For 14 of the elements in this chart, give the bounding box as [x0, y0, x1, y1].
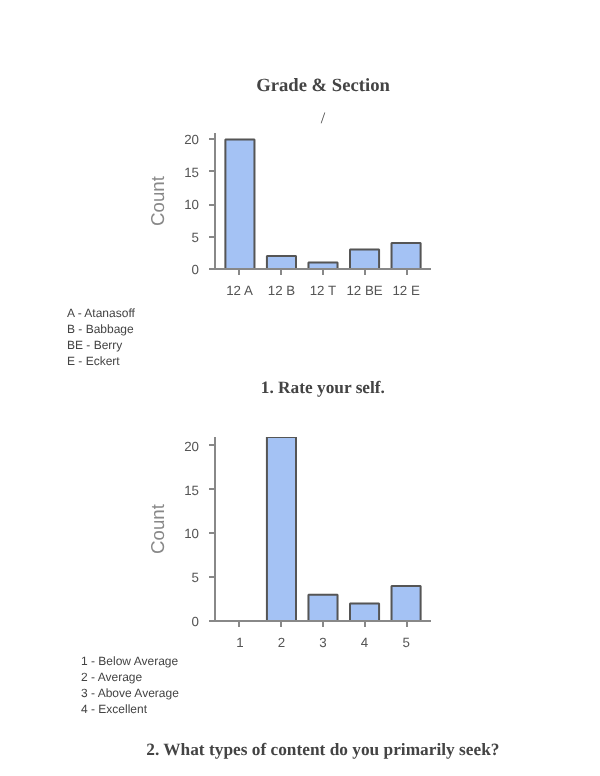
y-axis-title: Count — [148, 175, 169, 226]
bar — [390, 584, 422, 621]
bar — [349, 248, 381, 269]
chart-title: Grade & Section — [256, 77, 392, 97]
text: 1. Rate your self. — [260, 377, 385, 397]
y-axis-title: Count — [148, 503, 169, 554]
bar — [349, 602, 381, 621]
bar — [265, 255, 297, 269]
bar — [390, 242, 422, 269]
chart-subtitle: / — [320, 109, 327, 127]
bar — [307, 593, 339, 621]
text: 2. What types of content do you primarily seek? — [146, 739, 500, 759]
bar — [265, 437, 297, 621]
bar — [224, 138, 256, 269]
